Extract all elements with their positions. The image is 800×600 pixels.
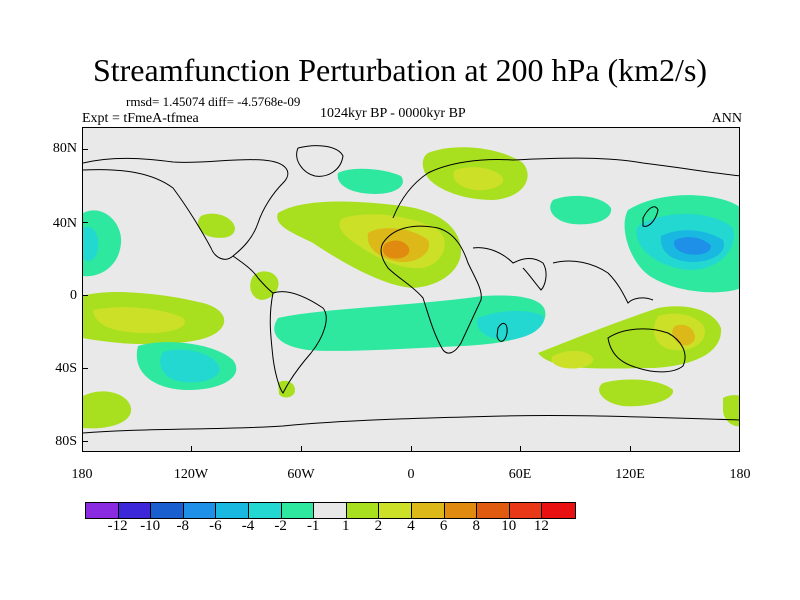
period-label: 1024kyr BP - 0000kyr BP [320, 106, 466, 121]
contour-pos-australia-mid [551, 350, 594, 369]
lon-tick [191, 446, 192, 452]
lat-label-80n: 80N [52, 141, 77, 156]
coast-antarctica [83, 414, 739, 434]
lon-label-180e: 180 [729, 467, 751, 482]
colorbar-label: -6 [209, 518, 222, 534]
lon-label-180w: 180 [71, 467, 93, 482]
lat-label-0: 0 [70, 288, 77, 303]
coast-greenland [296, 145, 344, 177]
coast-japan [642, 206, 659, 227]
contour-neg-w-pacific [83, 210, 122, 277]
coast-australia [607, 328, 686, 373]
coast-se-asia [552, 260, 654, 304]
colorbar-label: -8 [176, 518, 190, 534]
contour-neg-w-pacific-core [83, 227, 99, 262]
lon-label-120w: 120W [173, 467, 209, 482]
colorbar-swatch [118, 503, 152, 518]
lon-label-60e: 60E [508, 467, 532, 482]
season-label: ANN [711, 111, 742, 126]
contour-neg-central-asia [550, 195, 612, 225]
contour-neg-madagascar [477, 310, 544, 340]
lon-tick [630, 446, 631, 452]
colorbar-label: 10 [501, 518, 517, 534]
lon-label-0: 0 [407, 467, 415, 482]
colorbar-swatch [346, 503, 380, 518]
colorbar-label: 6 [439, 518, 448, 534]
colorbar [85, 502, 576, 519]
lon-tick [411, 446, 412, 452]
contour-neg-southern-band [274, 295, 546, 351]
lon-label-120e: 120E [615, 467, 645, 482]
map-frame [82, 127, 740, 452]
coast-central-america [232, 255, 274, 294]
contour-neg-s-pacific-core [160, 349, 220, 383]
colorbar-label: -2 [274, 518, 287, 534]
chart-title: Streamfunction Perturbation at 200 hPa (… [92, 52, 708, 88]
contour-pos-russia-core [453, 167, 504, 191]
lat-label-40s: 40S [55, 361, 77, 376]
contour-pos-sahara-max [383, 240, 410, 259]
colorbar-swatch [542, 503, 575, 518]
colorbar-label: 4 [407, 518, 415, 534]
contour-pos-tropical-pacific-core [93, 307, 185, 334]
lat-label-80s: 80S [55, 434, 77, 449]
lat-tick [82, 368, 88, 369]
colorbar-swatch [509, 503, 543, 518]
coast-madagascar [496, 322, 508, 342]
coast-north-america [83, 157, 289, 260]
colorbar-swatch [281, 503, 315, 518]
lat-tick [82, 149, 88, 150]
lat-tick [82, 222, 88, 223]
coast-south-america [269, 291, 327, 394]
contour-pos-s-indian [599, 379, 674, 407]
colorbar-label: -10 [140, 518, 161, 534]
contour-pos-se-pacific-edge [723, 395, 739, 427]
lon-tick [520, 446, 521, 452]
contour-pos-n-pacific-small [197, 213, 235, 238]
colorbar-label: 12 [533, 518, 549, 534]
contour-neg-n-atlantic [337, 168, 403, 194]
colorbar-swatch [477, 503, 510, 518]
coast-arabia-india [472, 247, 547, 291]
contour-pos-s-america-tip [278, 380, 295, 398]
stats-text: rmsd= 1.45074 diff= -4.5768e-09 [126, 94, 301, 109]
contour-pos-sw-pacific [83, 391, 132, 429]
lat-tick [82, 295, 88, 296]
contour-fills [83, 147, 739, 429]
colorbar-swatch [444, 503, 478, 518]
lon-label-60w: 60W [287, 467, 315, 482]
colorbar-label: 8 [472, 518, 480, 534]
lon-tick [301, 446, 302, 452]
colorbar-swatch [183, 503, 217, 518]
colorbar-label: -12 [107, 518, 128, 534]
colorbar-label: -1 [306, 518, 320, 534]
coast-europe-asia [392, 157, 739, 219]
colorbar-swatch [86, 503, 119, 518]
colorbar-label: 2 [374, 518, 383, 534]
lat-label-40n: 40N [52, 216, 77, 231]
colorbar-label: -4 [241, 518, 255, 534]
coast-africa [380, 225, 482, 354]
lat-tick [82, 441, 88, 442]
map-canvas [83, 145, 739, 434]
colorbar-swatch [314, 503, 347, 518]
experiment-label: Expt = tFmeA-tfmea [82, 111, 199, 126]
coastlines [83, 145, 739, 434]
colorbar-swatch [216, 503, 249, 518]
colorbar-label: 1 [342, 518, 350, 534]
colorbar-swatch [379, 503, 412, 518]
colorbar-swatch [151, 503, 184, 518]
contour-neg-nw-pacific-max [673, 237, 711, 255]
colorbar-swatch [248, 503, 282, 518]
colorbar-swatch [411, 503, 445, 518]
